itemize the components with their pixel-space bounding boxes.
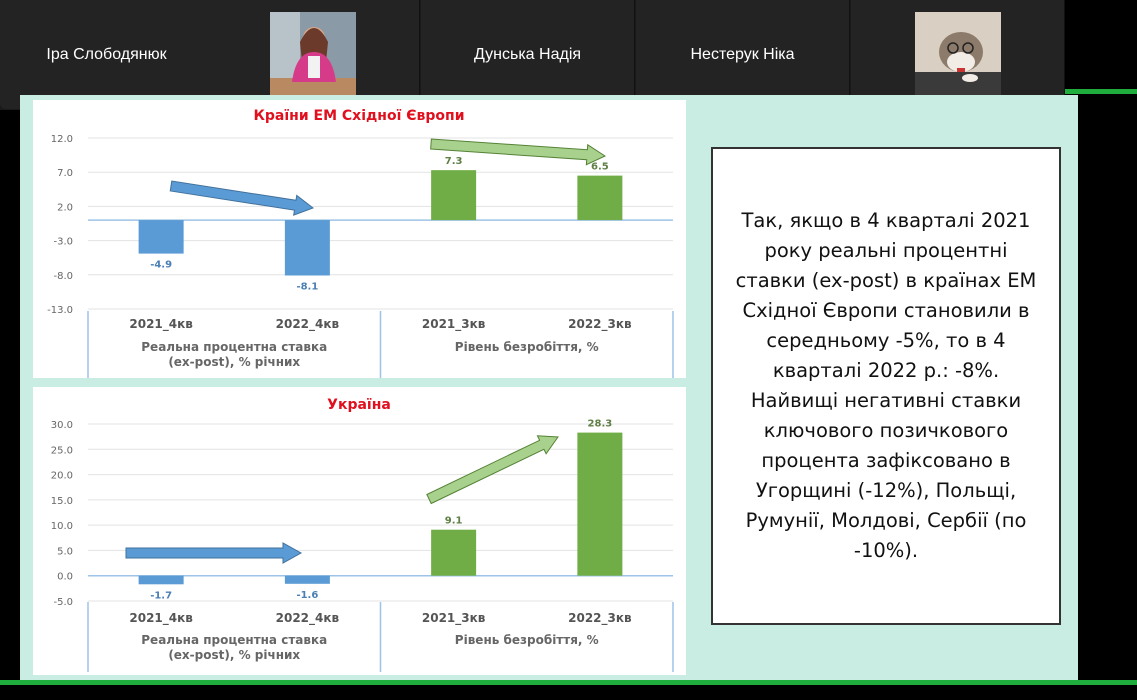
group-label: Реальна процентна ставка: [141, 340, 327, 354]
participant-tile[interactable]: [851, 0, 1065, 109]
participant-tile[interactable]: Іра Слободянюк: [0, 0, 214, 109]
trend-arrow-icon: [125, 542, 303, 564]
slide-text-box: Так, якщо в 4 кварталі 2021 року реальні…: [711, 147, 1061, 625]
y-tick-label: 12.0: [51, 134, 73, 145]
bottom-green-bar: [0, 680, 1137, 685]
y-tick-label: 5.0: [57, 546, 73, 557]
bar: [431, 529, 477, 576]
group-label: Реальна процентна ставка: [141, 633, 327, 647]
y-tick-label: 20.0: [51, 471, 73, 482]
participant-tile[interactable]: [206, 0, 420, 109]
bar: [431, 170, 477, 221]
bar: [138, 575, 184, 585]
participant-name: Нестерук Ніка: [690, 45, 795, 63]
data-label: 28.3: [588, 419, 613, 430]
group-label: (ex-post), % річних: [168, 648, 300, 662]
y-tick-label: 7.0: [57, 168, 73, 179]
bar: [577, 432, 623, 576]
participant-strip: Іра Слободянюк Дунська Надія Нестерук Ні…: [0, 0, 1065, 110]
y-tick-label: 0.0: [57, 572, 73, 583]
y-tick-label: 25.0: [51, 445, 73, 456]
slide-text: Так, якщо в 4 кварталі 2021 року реальні…: [735, 209, 1037, 562]
chart-title: Країни ЕМ Східної Європи: [253, 108, 464, 124]
data-label: -1.7: [150, 590, 172, 601]
category-label: 2022_4кв: [276, 611, 340, 626]
category-label: 2021_3кв: [422, 317, 486, 332]
y-tick-label: -5.0: [53, 597, 73, 608]
data-label: -1.6: [296, 590, 318, 601]
y-tick-label: 10.0: [51, 521, 73, 532]
group-label: (ex-post), % річних: [168, 355, 300, 369]
woman-photo-icon: [269, 11, 356, 98]
trend-arrow-icon: [430, 138, 607, 166]
data-label: 6.5: [591, 162, 609, 173]
trend-arrow-icon: [169, 180, 315, 216]
data-label: 7.3: [445, 156, 463, 167]
data-label: -4.9: [150, 260, 172, 271]
category-label: 2021_4кв: [129, 611, 193, 626]
bar: [284, 220, 330, 276]
chart-title: Україна: [327, 397, 391, 413]
participant-tile[interactable]: Дунська Надія: [421, 0, 635, 109]
chart-east-europe: Країни ЕМ Східної Європи 12.0 7.0 2.0 -3.0 -8…: [33, 100, 686, 378]
bar: [138, 220, 184, 254]
participant-name: Дунська Надія: [473, 45, 582, 63]
group-label: Рівень безробіття, %: [455, 340, 599, 354]
data-label: 9.1: [445, 516, 463, 527]
bar: [284, 575, 330, 584]
y-tick-label: -8.0: [53, 271, 73, 282]
group-label: Рівень безробіття, %: [455, 633, 599, 647]
y-tick-label: 30.0: [51, 420, 73, 431]
category-label: 2022_3кв: [568, 611, 632, 626]
y-tick-label: 2.0: [57, 202, 73, 213]
chart-ukraine: Україна 30.0 25.0 20.0 15.0 10.0 5.0 0.0 -5.0 -1.…: [33, 387, 686, 675]
y-tick-label: -13.0: [47, 305, 73, 316]
participant-tile[interactable]: Нестерук Ніка: [636, 0, 850, 109]
category-label: 2021_4кв: [129, 317, 193, 332]
bar: [577, 175, 623, 221]
trend-arrow-icon: [426, 435, 559, 505]
category-label: 2022_3кв: [568, 317, 632, 332]
cat-photo-icon: [914, 11, 1001, 98]
y-tick-label: 15.0: [51, 496, 73, 507]
category-label: 2022_4кв: [276, 317, 340, 332]
y-tick-label: -3.0: [53, 237, 73, 248]
active-speaker-indicator: [1065, 89, 1137, 94]
category-label: 2021_3кв: [422, 611, 486, 626]
participant-name: Іра Слободянюк: [46, 45, 167, 63]
data-label: -8.1: [296, 281, 318, 292]
